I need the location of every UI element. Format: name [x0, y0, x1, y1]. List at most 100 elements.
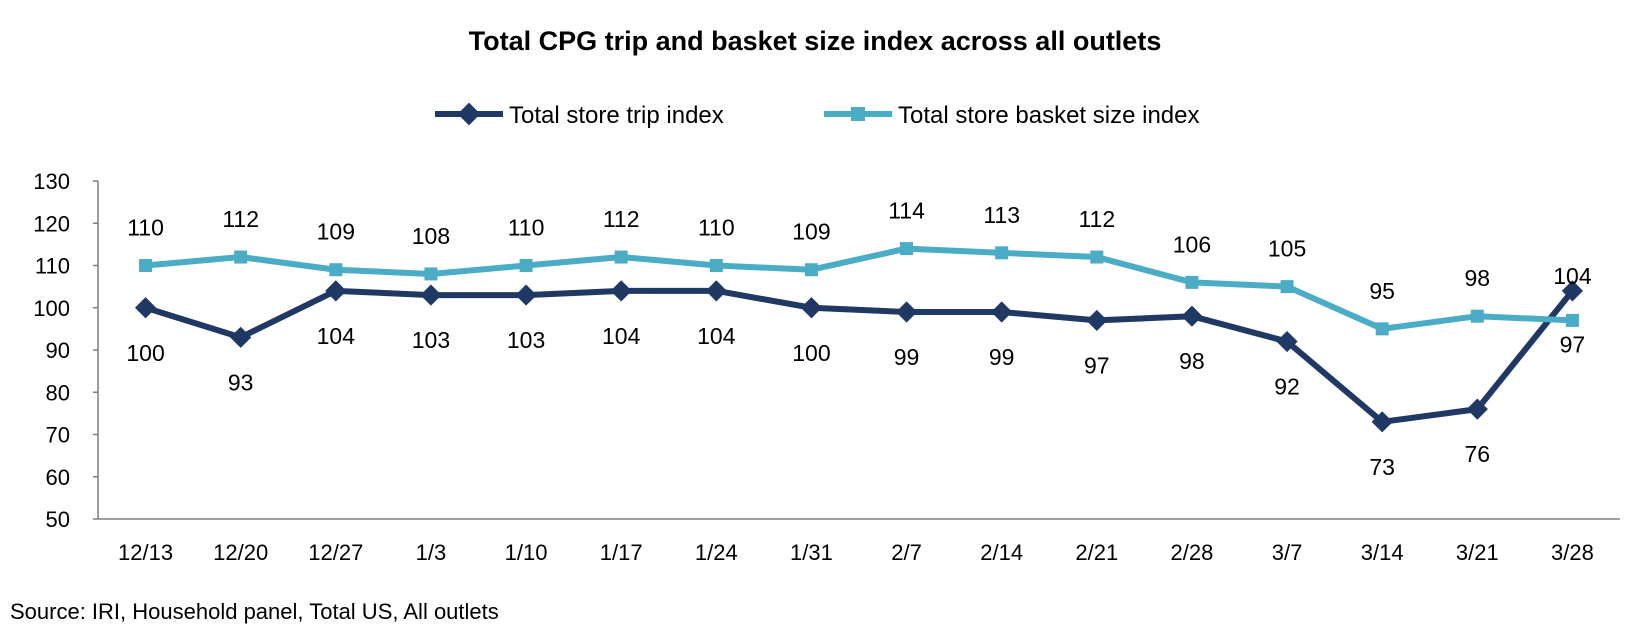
trip-index-data-label: 76	[1465, 441, 1491, 467]
trip-index-data-label: 73	[1369, 454, 1395, 480]
basket-size-index-point	[1280, 280, 1294, 294]
trip-index-data-label: 99	[894, 344, 920, 370]
basket-size-index-data-label: 112	[603, 206, 640, 232]
basket-size-index-data-label: 112	[222, 206, 259, 232]
y-tick-label: 50	[46, 507, 70, 532]
trip-index-point	[325, 280, 347, 302]
basket-size-index-point	[519, 259, 533, 272]
basket-size-index-point	[1470, 309, 1484, 323]
trip-index-data-label: 104	[602, 323, 641, 349]
basket-size-index-data-label: 112	[1078, 206, 1115, 232]
y-tick-label: 120	[33, 211, 70, 236]
basket-size-index-point	[1565, 313, 1579, 327]
basket-size-index-data-label: 110	[698, 215, 735, 241]
basket-size-index-point	[139, 259, 153, 272]
x-tick-label: 12/13	[118, 540, 173, 565]
basket-size-index-point	[1185, 275, 1199, 289]
trip-index-data-label: 104	[697, 323, 736, 349]
trip-index-point	[515, 284, 537, 306]
basket-size-index-data-label: 108	[412, 223, 450, 249]
basket-size-index-point	[234, 250, 248, 264]
x-tick-label: 1/3	[416, 540, 447, 565]
legend-label-trip: Total store trip index	[509, 102, 724, 129]
trip-index-data-label: 93	[228, 369, 254, 395]
axes: 50 60 70 80 90 100 110 120 130 12/13 12/20 12/27 1/3…	[33, 169, 1620, 565]
basket-size-index-point	[709, 259, 723, 272]
x-tick-label: 1/10	[505, 540, 548, 565]
trip-index-line	[144, 287, 1575, 425]
chart-title: Total CPG trip and basket size index acr…	[469, 26, 1162, 56]
legend-item-basket: Total store basket size index	[824, 102, 1200, 129]
legend-item-trip: Total store trip index	[435, 102, 724, 129]
x-tick-label: 2/14	[980, 540, 1023, 565]
trip-index-point	[800, 297, 823, 319]
basket-size-index-point	[1375, 322, 1389, 336]
trip-index-point	[991, 301, 1013, 323]
basket-size-index-data-label: 113	[983, 202, 1020, 228]
trip-index-data-label: 99	[989, 344, 1015, 370]
basket-size-index-point	[329, 263, 343, 277]
basket-size-index-data-label: 110	[127, 215, 164, 241]
y-tick-label: 70	[46, 423, 70, 448]
trip-index-data-label: 97	[1084, 352, 1110, 378]
series-lines	[144, 245, 1575, 425]
basket-size-index-data-label: 95	[1369, 278, 1395, 304]
trip-index-point	[1086, 309, 1108, 332]
basket-size-index-point	[614, 250, 628, 264]
legend-marker-trip	[457, 102, 481, 126]
x-tick-label: 3/28	[1551, 540, 1594, 565]
basket-size-index-data-label: 106	[1173, 231, 1211, 257]
basket-size-index-data-label: 109	[317, 219, 355, 245]
data-labels: 100 93 104 103 103 104 104 100 99 99 97 98 92 73 76 104…	[126, 198, 1591, 480]
series-markers	[134, 242, 1584, 433]
x-tick-label: 3/14	[1361, 540, 1404, 565]
trip-index-point	[1181, 305, 1203, 327]
x-tick-label: 2/21	[1075, 540, 1118, 565]
trip-index-data-label: 100	[792, 340, 830, 366]
y-tick-label: 90	[46, 338, 70, 363]
trip-index-point	[230, 326, 252, 348]
trip-index-data-label: 98	[1179, 348, 1205, 374]
x-tick-label: 1/31	[790, 540, 833, 565]
trip-index-point	[134, 297, 157, 319]
trip-index-data-label: 92	[1274, 374, 1300, 400]
basket-size-index-data-label: 109	[792, 219, 830, 245]
legend: Total store trip index Total store baske…	[435, 102, 1200, 129]
basket-size-index-data-label: 97	[1560, 331, 1586, 357]
x-tick-label: 12/27	[308, 540, 363, 565]
y-tick-label: 100	[33, 296, 70, 321]
basket-size-index-data-label: 105	[1268, 236, 1306, 262]
x-tick-label: 2/7	[891, 540, 922, 565]
trip-index-point	[895, 301, 918, 323]
trip-index-point	[610, 280, 632, 302]
x-tick-label: 3/21	[1456, 540, 1499, 565]
trip-index-data-label: 100	[126, 340, 164, 366]
trip-index-data-label: 103	[507, 327, 545, 353]
x-tick-label: 3/7	[1272, 540, 1303, 565]
trip-index-data-label: 104	[317, 323, 356, 349]
x-tick-label: 1/24	[695, 540, 738, 565]
basket-size-index-point	[804, 263, 818, 277]
x-tick-label: 1/17	[600, 540, 643, 565]
basket-size-index-data-label: 110	[508, 215, 545, 241]
x-tick-label: 12/20	[213, 540, 268, 565]
y-tick-label: 60	[46, 465, 70, 490]
trip-index-data-label: 104	[1553, 263, 1592, 289]
trip-index-data-label: 103	[412, 327, 450, 353]
basket-size-index-data-label: 98	[1465, 265, 1491, 291]
x-tick-label: 2/28	[1171, 540, 1214, 565]
y-tick-label: 130	[33, 169, 70, 194]
legend-label-basket: Total store basket size index	[898, 102, 1200, 129]
y-tick-label: 110	[35, 254, 70, 279]
basket-size-index-data-label: 114	[888, 198, 925, 224]
basket-size-index-point	[900, 242, 914, 256]
basket-size-index-point	[424, 267, 438, 281]
y-tick-label: 80	[46, 380, 70, 405]
legend-marker-basket	[851, 107, 865, 121]
source-note: Source: IRI, Household panel, Total US, …	[10, 599, 499, 624]
basket-size-index-point	[1090, 250, 1104, 264]
trip-index-point	[705, 280, 727, 302]
basket-size-index-line	[145, 245, 1573, 332]
trip-index-point	[420, 284, 442, 306]
basket-size-index-point	[995, 246, 1009, 260]
